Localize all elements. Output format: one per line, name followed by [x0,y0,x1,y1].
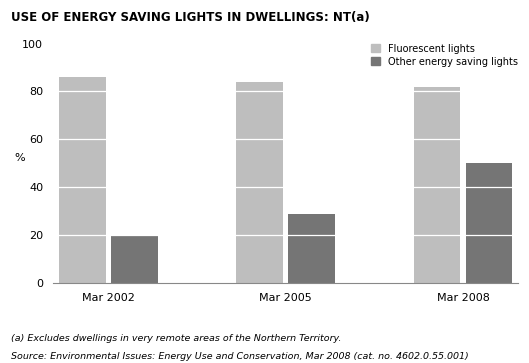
Bar [236,82,283,283]
Bar [288,214,335,283]
Bar [111,235,158,283]
Bar [59,77,106,283]
Bar [414,87,460,283]
Text: (a) Excludes dwellings in very remote areas of the Northern Territory.: (a) Excludes dwellings in very remote ar… [11,334,341,343]
Text: Source: Environmental Issues: Energy Use and Conservation, Mar 2008 (cat. no. 46: Source: Environmental Issues: Energy Use… [11,352,468,361]
Text: USE OF ENERGY SAVING LIGHTS IN DWELLINGS: NT(a): USE OF ENERGY SAVING LIGHTS IN DWELLINGS… [11,11,369,24]
Y-axis label: %: % [14,153,25,163]
Legend: Fluorescent lights, Other energy saving lights: Fluorescent lights, Other energy saving … [371,44,518,66]
Bar [466,163,512,283]
